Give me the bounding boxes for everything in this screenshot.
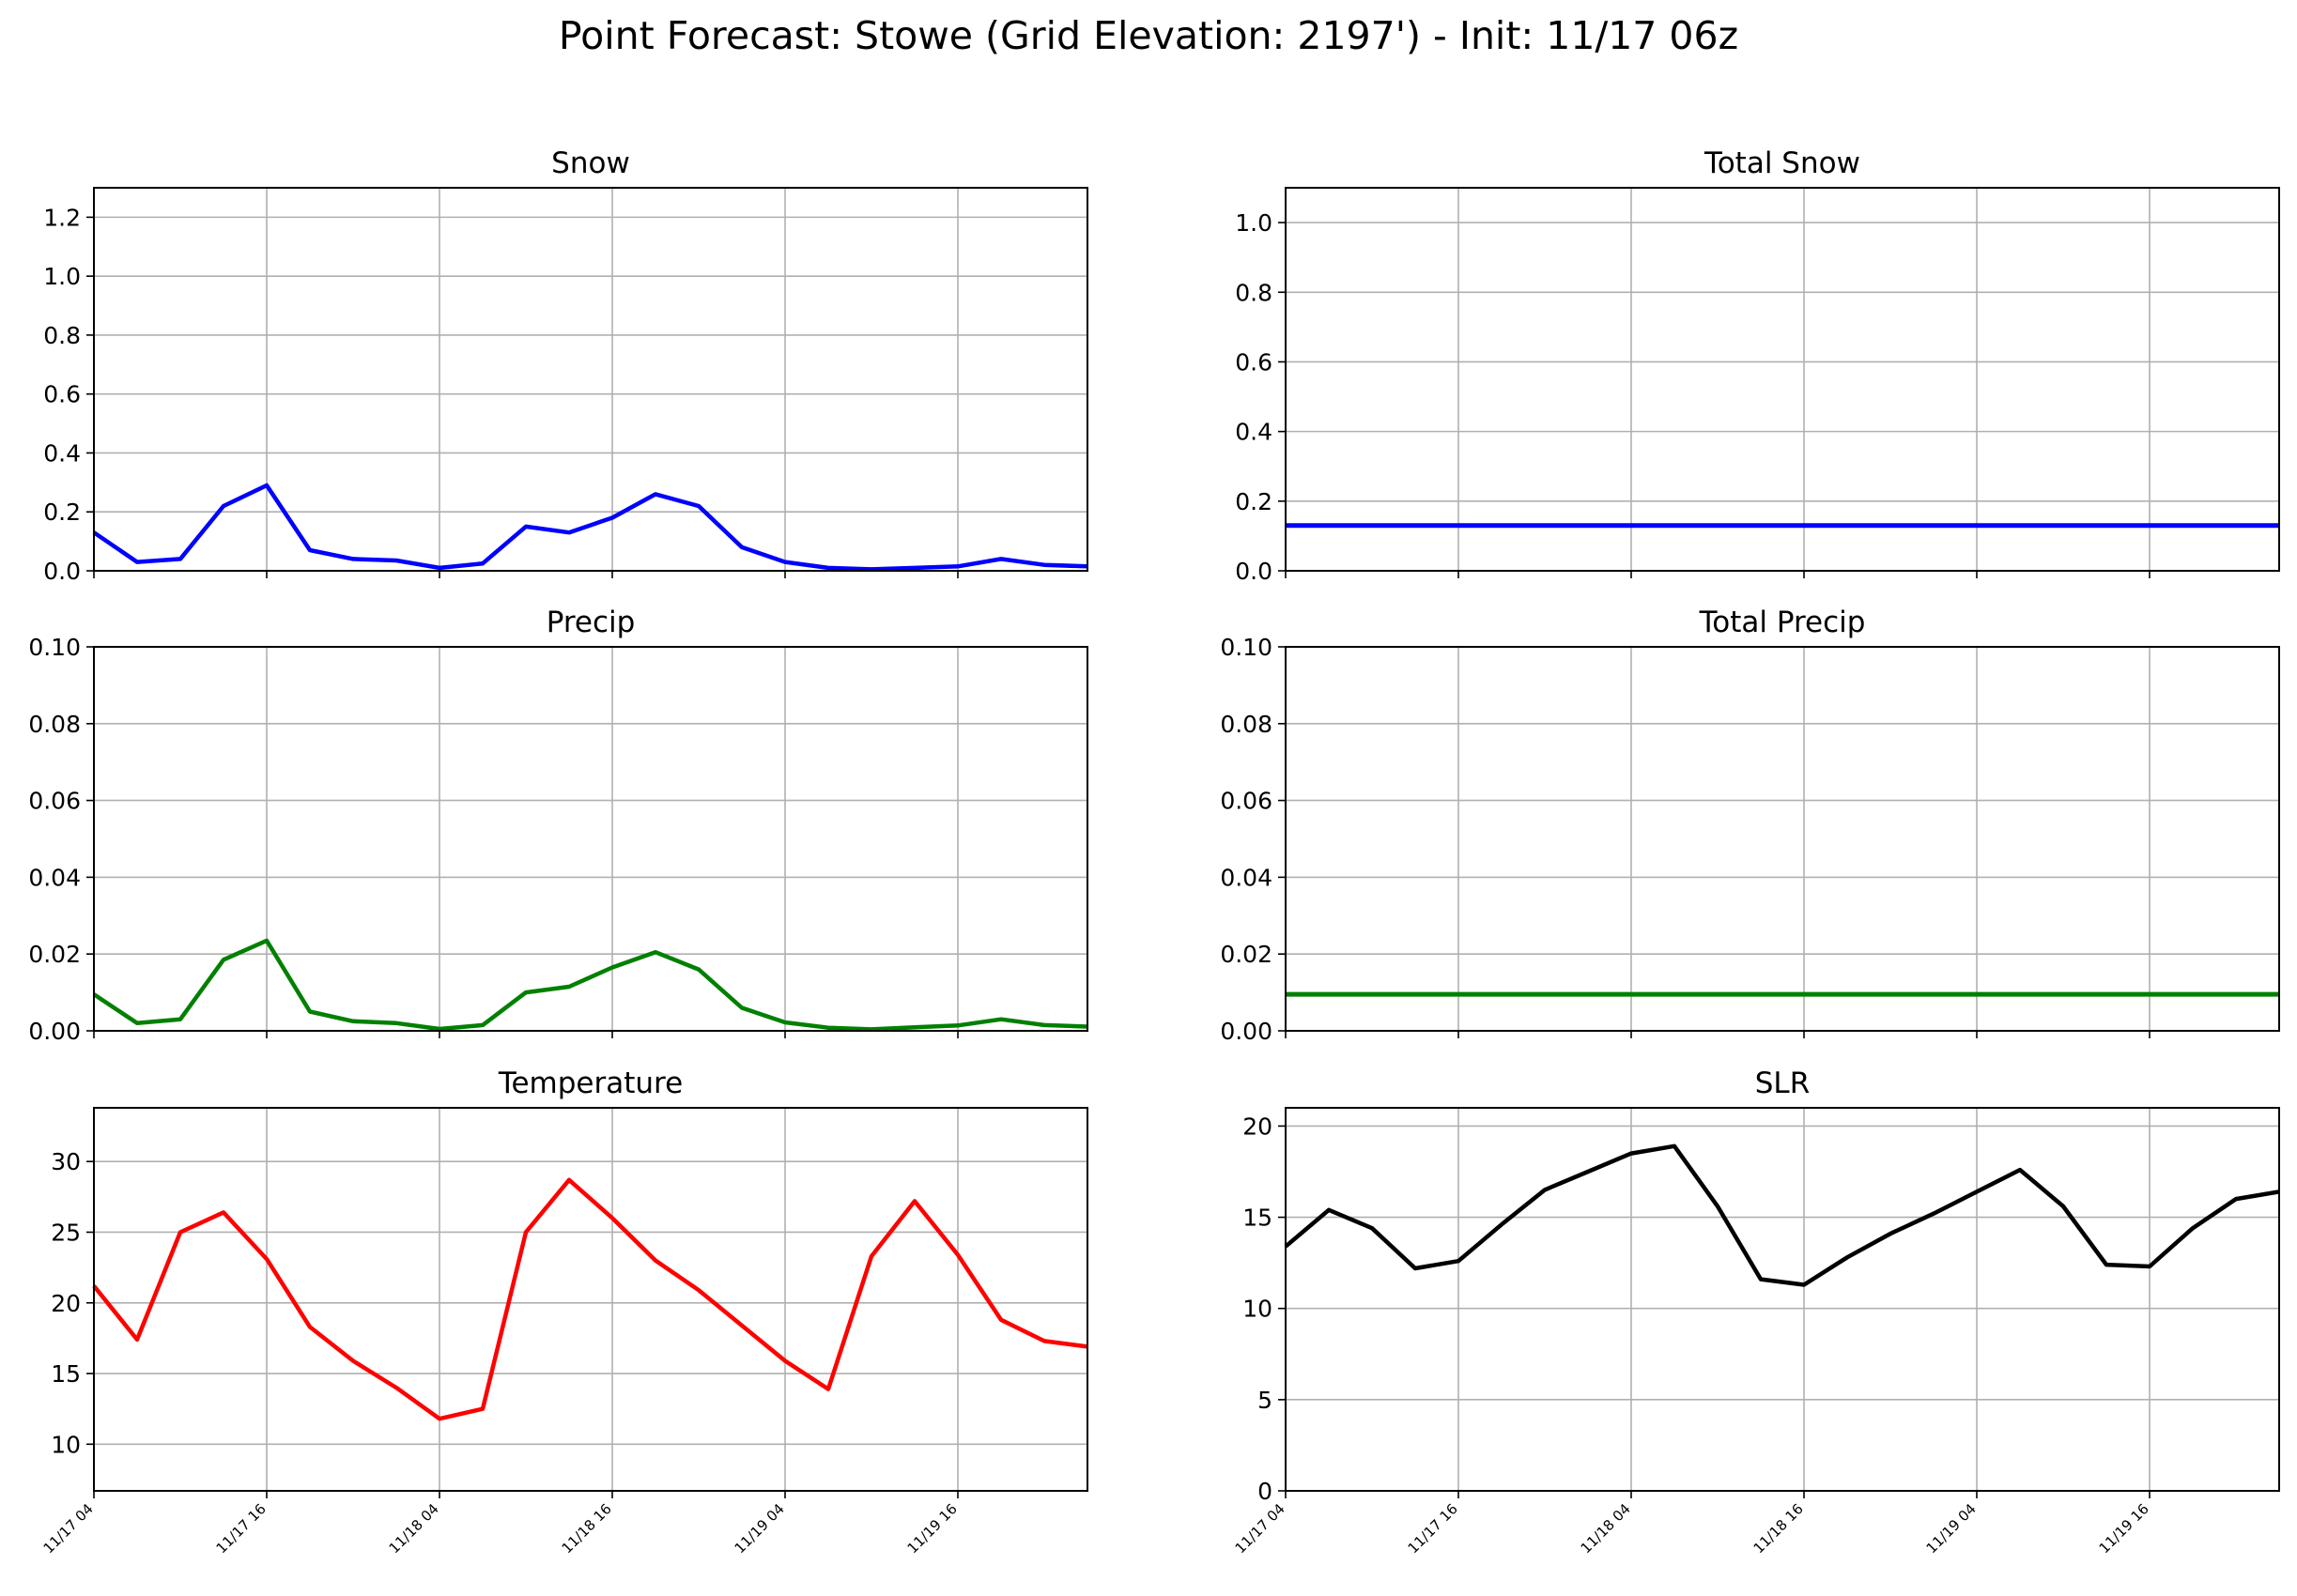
precip-title: Precip <box>547 606 636 639</box>
precip-ytick-label: 0.08 <box>28 711 81 738</box>
total-precip-axes-frame <box>1285 646 2280 1032</box>
precip-panel: 0.00 0.02 0.04 0.06 0.08 0.10 Precip <box>28 606 1088 1045</box>
precip-ytick-label: 0.04 <box>28 864 81 891</box>
temperature-ytick-label: 20 <box>51 1290 81 1317</box>
total-snow-ytick-label: 0.4 <box>1235 419 1272 446</box>
snow-ytick-label: 1.0 <box>43 263 81 290</box>
snow-ytick-label: 0.2 <box>43 499 81 526</box>
total-snow-ytick-label: 0.0 <box>1235 558 1272 585</box>
snow-axes-frame <box>93 187 1088 572</box>
slr-axes-frame <box>1285 1107 2280 1492</box>
total-snow-panel: 0.0 0.2 0.4 0.6 0.8 1.0 Total Snow <box>1235 146 2280 585</box>
precip-ytick-label: 0.10 <box>28 634 81 661</box>
snow-ytick-label: 1.2 <box>43 204 81 231</box>
slr-series-line <box>1284 1143 2280 1287</box>
temperature-title: Temperature <box>498 1067 683 1100</box>
precip-ytick-label: 0.06 <box>28 788 81 815</box>
snow-ytick-label: 0.4 <box>43 439 81 467</box>
total-precip-ytick-label: 0.10 <box>1220 634 1272 661</box>
total-precip-ytick-label: 0.08 <box>1220 711 1272 738</box>
slr-ytick-label: 15 <box>1242 1205 1272 1232</box>
total-precip-ytick-label: 0.06 <box>1220 788 1272 815</box>
figure-title: Point Forecast: Stowe (Grid Elevation: 2… <box>559 13 1738 58</box>
total-snow-title: Total Snow <box>1703 146 1860 180</box>
total-precip-panel: 0.00 0.02 0.04 0.06 0.08 0.10 Total Precip <box>1220 606 2280 1045</box>
temperature-ytick-label: 30 <box>51 1148 81 1175</box>
total-snow-ytick-label: 0.8 <box>1235 279 1272 306</box>
temperature-series-line <box>92 1177 1088 1421</box>
snow-title: Snow <box>551 146 630 180</box>
temperature-axes-frame <box>93 1107 1088 1492</box>
temperature-ytick-label: 15 <box>51 1360 81 1388</box>
precip-ytick-label: 0.02 <box>28 941 81 968</box>
total-precip-title: Total Precip <box>1699 606 1866 639</box>
total-snow-axes-frame <box>1285 187 2280 572</box>
snow-ytick-label: 0.8 <box>43 322 81 349</box>
snow-panel: 0.0 0.2 0.4 0.6 0.8 1.0 1.2 Snow <box>43 146 1088 585</box>
slr-ytick-label: 10 <box>1242 1296 1272 1323</box>
temperature-ytick-label: 25 <box>51 1219 81 1246</box>
total-precip-ytick-label: 0.02 <box>1220 941 1272 968</box>
total-precip-ytick-label: 0.04 <box>1220 864 1272 891</box>
precip-ytick-label: 0.00 <box>28 1018 81 1045</box>
total-snow-ytick-label: 0.6 <box>1235 348 1272 376</box>
snow-series-line <box>92 483 1088 572</box>
slr-title: SLR <box>1755 1067 1811 1100</box>
total-snow-ytick-label: 0.2 <box>1235 488 1272 515</box>
slr-ytick-label: 20 <box>1242 1113 1272 1140</box>
temperature-ytick-label: 10 <box>51 1431 81 1458</box>
precip-series-line <box>92 938 1088 1032</box>
precip-axes-frame <box>93 646 1088 1032</box>
slr-ytick-label: 5 <box>1257 1387 1272 1414</box>
total-snow-ytick-label: 1.0 <box>1235 209 1272 237</box>
total-precip-ytick-label: 0.00 <box>1220 1018 1272 1045</box>
snow-ytick-label: 0.6 <box>43 381 81 408</box>
snow-ytick-label: 0.0 <box>43 558 81 585</box>
slr-ytick-label: 0 <box>1257 1478 1272 1505</box>
